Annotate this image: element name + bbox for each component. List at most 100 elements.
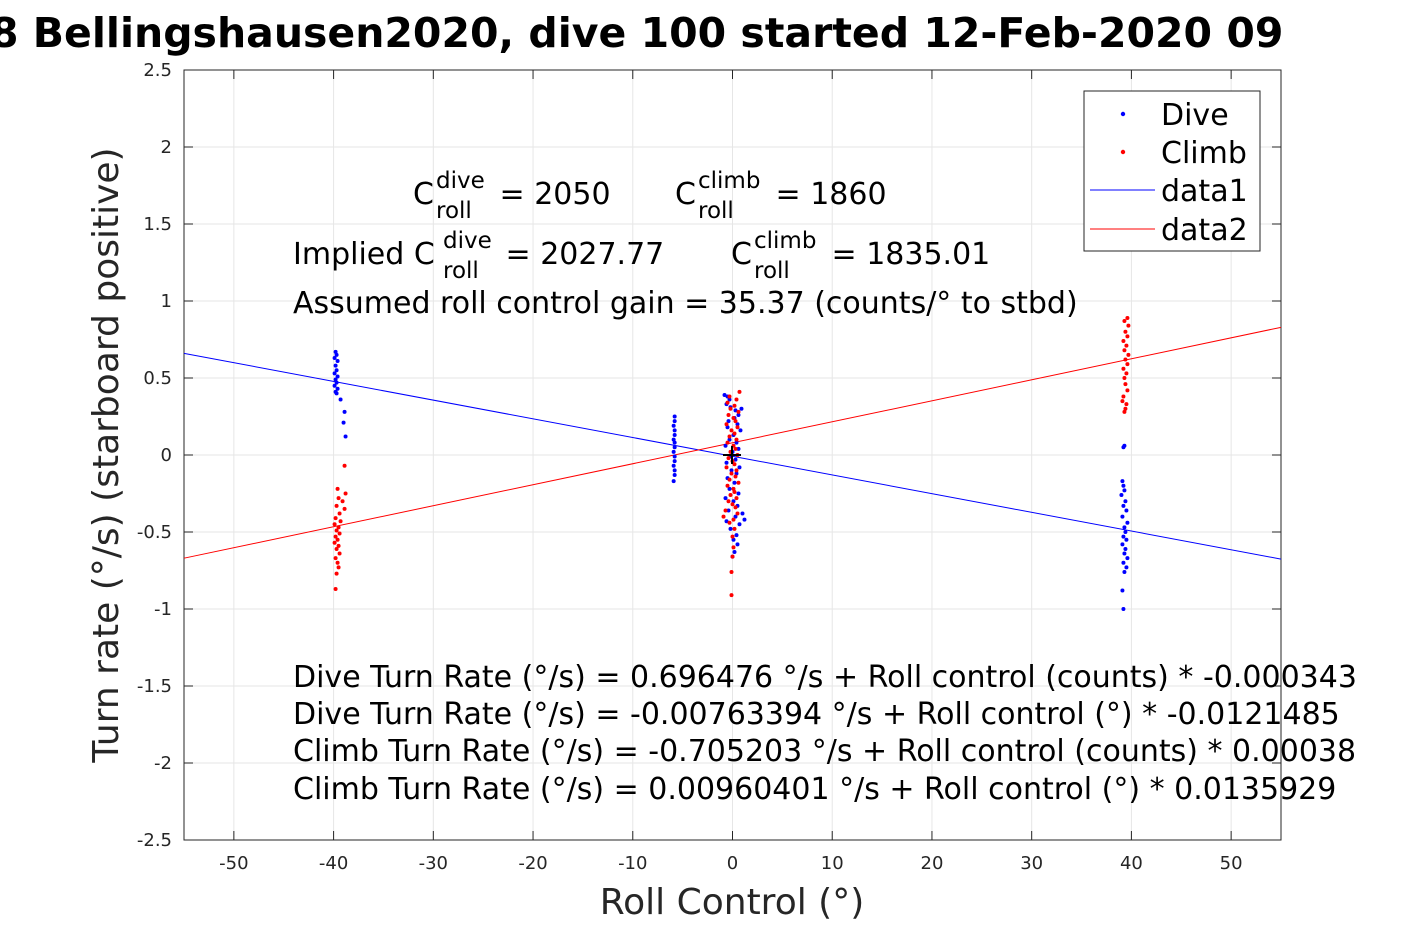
y-tick-label: 0.5 xyxy=(143,368,172,389)
point-dive xyxy=(1121,534,1126,539)
x-tick-label: -20 xyxy=(518,853,547,874)
x-tick-label: 30 xyxy=(1020,853,1043,874)
point-climb xyxy=(1124,343,1129,348)
point-dive xyxy=(1125,520,1130,525)
point-climb xyxy=(732,431,737,436)
point-climb xyxy=(334,546,339,551)
point-dive xyxy=(727,397,732,402)
point-climb xyxy=(336,525,341,530)
implied-climb-base: C xyxy=(731,237,752,272)
c-dive-sup: dive xyxy=(436,168,485,194)
point-dive xyxy=(1125,556,1130,561)
point-dive xyxy=(334,368,339,373)
point-climb xyxy=(1123,382,1128,387)
point-dive xyxy=(672,440,677,445)
point-climb xyxy=(732,462,737,467)
x-axis-label: Roll Control (°) xyxy=(600,882,865,923)
legend-label-dive: Dive xyxy=(1161,98,1229,133)
point-climb xyxy=(728,493,733,498)
c-dive-value: = 2050 xyxy=(490,177,611,212)
point-dive xyxy=(1120,588,1125,593)
point-dive xyxy=(742,517,747,522)
point-climb xyxy=(727,434,732,439)
point-dive xyxy=(1119,493,1124,498)
point-climb xyxy=(734,397,739,402)
ticks: -50 -40 -30 -20 -10 0 10 20 30 40 50-2.5-2-1.5-1-0… xyxy=(137,60,1281,874)
point-climb xyxy=(1122,376,1127,380)
y-tick-label: -1 xyxy=(154,599,172,620)
point-climb xyxy=(731,517,736,522)
point-climb xyxy=(730,554,735,559)
annotation-implied: Implied C dive roll = 2027.77 C climb ro… xyxy=(293,228,990,284)
fit-line-1: Dive Turn Rate (°/s) = 0.696476 °/s + Ro… xyxy=(293,660,1357,695)
point-dive xyxy=(722,392,727,397)
x-tick-label: -10 xyxy=(618,853,647,874)
point-climb xyxy=(332,540,337,545)
legend: Dive Climb data1 data2 xyxy=(1083,90,1261,252)
c-climb-sub: roll xyxy=(698,198,734,224)
point-dive xyxy=(671,463,676,468)
point-dive xyxy=(733,457,738,462)
x-tick-label: 0 xyxy=(727,853,738,874)
point-climb xyxy=(334,503,339,508)
point-dive xyxy=(672,468,677,473)
point-dive xyxy=(335,359,340,364)
y-tick-label: 2.5 xyxy=(143,60,172,81)
point-dive xyxy=(734,471,739,476)
point-dive xyxy=(671,423,676,428)
x-tick-label: -40 xyxy=(319,853,348,874)
point-climb xyxy=(724,422,729,427)
point-climb xyxy=(1122,409,1127,414)
x-tick-label: 50 xyxy=(1220,853,1243,874)
point-climb xyxy=(731,416,736,421)
point-climb xyxy=(726,456,731,461)
legend-marker-climb xyxy=(1120,149,1126,155)
point-climb xyxy=(342,463,347,468)
c-dive-sub: roll xyxy=(436,198,472,224)
point-dive xyxy=(672,419,677,424)
point-climb xyxy=(729,570,734,575)
point-climb xyxy=(332,522,337,527)
chart-title: 8 Bellingshausen2020, dive 100 started 1… xyxy=(0,9,1283,57)
point-climb xyxy=(337,531,342,536)
point-dive xyxy=(672,432,677,437)
fit-line-4: Climb Turn Rate (°/s) = 0.00960401 °/s +… xyxy=(293,772,1336,807)
legend-box xyxy=(1083,90,1261,252)
point-dive xyxy=(334,380,339,385)
x-tick-label: -50 xyxy=(219,853,248,874)
point-dive xyxy=(727,486,732,491)
point-climb xyxy=(1125,334,1130,339)
point-dive xyxy=(735,542,740,547)
point-dive xyxy=(1121,503,1126,508)
point-dive xyxy=(1120,542,1125,547)
point-climb xyxy=(737,389,742,394)
point-dive xyxy=(724,519,729,524)
point-climb xyxy=(733,474,738,479)
point-climb xyxy=(725,400,730,405)
point-climb xyxy=(343,491,348,496)
point-climb xyxy=(334,571,339,576)
point-dive xyxy=(332,371,337,376)
point-dive xyxy=(734,440,739,445)
x-tick-label: 40 xyxy=(1120,853,1143,874)
point-dive xyxy=(1121,445,1126,450)
point-climb xyxy=(725,440,730,445)
origin-marker xyxy=(723,446,741,464)
data-points xyxy=(332,315,1131,611)
gain-annotation: Assumed roll control gain = 35.37 (count… xyxy=(293,286,1078,321)
point-climb xyxy=(729,471,734,476)
point-dive xyxy=(736,446,741,451)
point-dive xyxy=(734,533,739,538)
implied-climb-value: = 1835.01 xyxy=(822,237,990,272)
point-dive xyxy=(1121,560,1126,565)
point-dive xyxy=(735,422,740,427)
point-climb xyxy=(723,508,728,513)
point-climb xyxy=(1125,388,1130,393)
point-dive xyxy=(727,437,732,442)
point-climb xyxy=(731,486,736,491)
c-climb-base: C xyxy=(675,177,696,212)
implied-prefix: Implied C xyxy=(293,237,435,272)
point-dive xyxy=(733,514,738,519)
point-dive xyxy=(1124,565,1129,570)
